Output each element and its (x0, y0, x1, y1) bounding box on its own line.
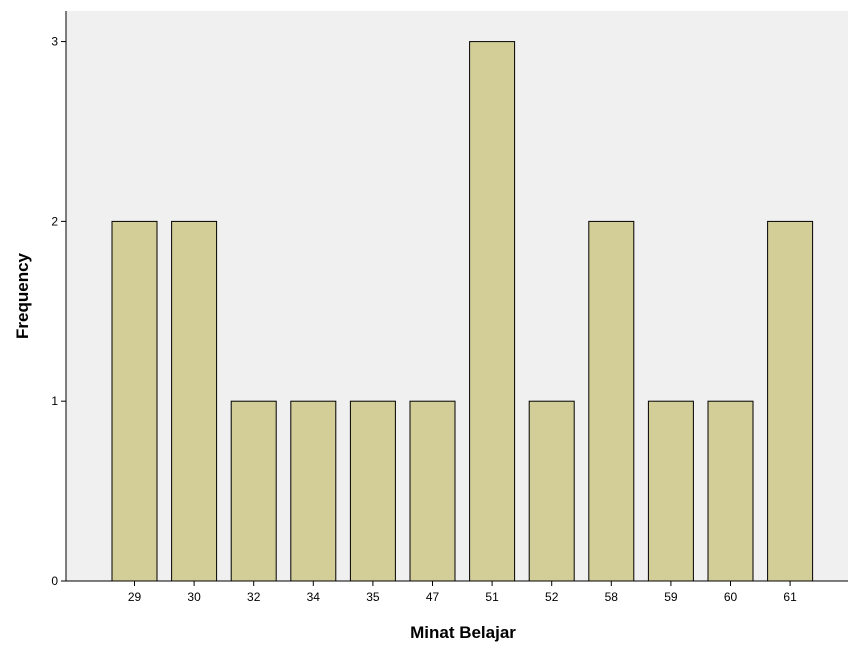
x-tick-label: 34 (307, 590, 321, 604)
y-axis-ticks: 0 1 2 3 (51, 35, 66, 588)
bar-58 (588, 220, 635, 582)
x-tick-label: 29 (128, 590, 142, 604)
x-tick-label: 32 (247, 590, 261, 604)
bars-group (111, 41, 814, 582)
bar-32 (230, 400, 277, 582)
x-tick-label: 35 (366, 590, 380, 604)
y-tick-label: 3 (51, 35, 58, 49)
y-tick-label: 2 (51, 214, 58, 228)
x-tick-label: 51 (485, 590, 499, 604)
bar-29 (111, 220, 158, 582)
bar-59 (647, 400, 694, 582)
x-tick-label: 58 (605, 590, 619, 604)
x-tick-label: 30 (187, 590, 201, 604)
x-tick-label: 52 (545, 590, 559, 604)
y-axis-title: Frequency (13, 252, 32, 339)
y-tick-label: 0 (51, 574, 58, 588)
bar-35 (349, 400, 396, 582)
x-axis-ticks: 29 30 32 34 35 47 51 52 58 59 60 61 (128, 581, 797, 604)
x-tick-label: 61 (783, 590, 797, 604)
x-axis-title: Minat Belajar (410, 623, 516, 642)
bar-60 (707, 400, 754, 582)
bar-61 (767, 220, 814, 582)
bar-52 (528, 400, 575, 582)
x-tick-label: 60 (724, 590, 738, 604)
bar-34 (290, 400, 337, 582)
bar-51 (469, 41, 516, 582)
x-tick-label: 47 (426, 590, 440, 604)
y-tick-label: 1 (51, 394, 58, 408)
bar-30 (171, 220, 218, 582)
x-tick-label: 59 (664, 590, 678, 604)
bar-47 (409, 400, 456, 582)
